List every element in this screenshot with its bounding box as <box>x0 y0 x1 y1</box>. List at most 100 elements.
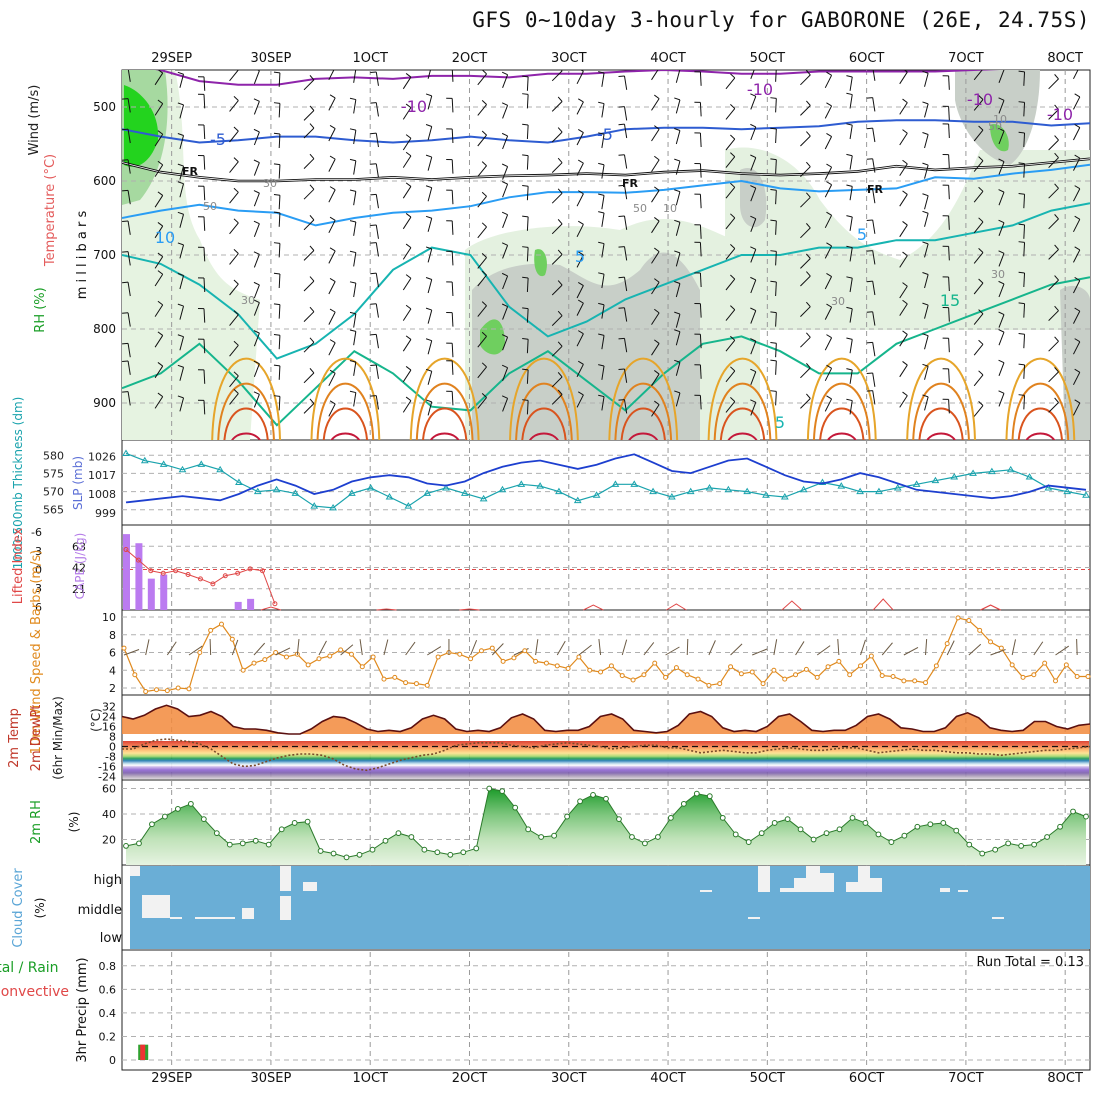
wind-barb <box>502 135 509 150</box>
wind-barb <box>402 107 412 120</box>
wind-barb <box>1073 280 1081 294</box>
wind-barb-10m <box>968 643 982 656</box>
warm-contour <box>409 357 480 440</box>
wind-barb-flag <box>522 75 529 78</box>
wind-barb <box>203 369 206 384</box>
wind-speed-marker <box>327 653 333 659</box>
wind-barb-flag <box>157 270 164 275</box>
wind-barb <box>623 185 628 200</box>
wind-barb <box>1073 127 1081 141</box>
isotherm-15 <box>122 276 1090 427</box>
wind-barb <box>699 132 702 148</box>
thickness-marker <box>140 456 149 464</box>
rh-marker <box>706 793 713 800</box>
wind-barb <box>623 246 628 261</box>
wind-speed-marker <box>511 655 517 661</box>
cloud-axis-label: Cloud Cover <box>11 868 26 948</box>
wind-barb <box>601 365 605 380</box>
wind-speed-marker <box>229 636 235 642</box>
cloud-gap <box>858 866 870 892</box>
wind-barb-flag <box>405 366 412 371</box>
wind-barb <box>229 70 239 82</box>
rh-marker <box>408 834 415 840</box>
wind-barb-flag <box>557 280 563 286</box>
wind-barb <box>1023 272 1026 288</box>
wind-barb-flag <box>866 97 873 99</box>
wind-barb-flag <box>501 395 508 399</box>
wind-barb-flag <box>557 96 563 102</box>
wind-barb-flag <box>557 188 563 194</box>
cape-bar <box>123 534 130 610</box>
wind-barb-10m <box>427 646 442 656</box>
wind-barb-flag <box>1054 336 1059 342</box>
warm-contour <box>211 357 281 440</box>
wind-barb-flag <box>481 331 487 337</box>
wind-barb-flag <box>370 303 377 305</box>
wind-barb-10m <box>598 639 602 656</box>
date-label-bottom: 3OCT <box>551 1071 587 1086</box>
wind-barb-flag <box>654 125 660 130</box>
thickness-marker <box>159 460 168 467</box>
date-label-top: 7OCT <box>948 51 984 66</box>
thickness-marker <box>818 478 827 485</box>
wind-barb <box>551 131 563 143</box>
wind-barb-flag <box>580 70 584 72</box>
date-label-top: 4OCT <box>650 51 686 66</box>
wind-barb-flag <box>598 71 605 74</box>
rh-marker <box>512 804 519 811</box>
wind-barb-flag <box>846 215 853 218</box>
wind-speed-marker <box>143 689 149 695</box>
wind-barb <box>675 283 681 298</box>
wind-barb-flag <box>978 309 984 315</box>
wind-barb-10m <box>708 640 716 656</box>
rh-marker <box>447 851 454 858</box>
thickness-marker <box>1025 473 1034 480</box>
thickness-marker <box>799 485 808 493</box>
wind-barb <box>278 335 281 350</box>
wind-speed-marker <box>1053 678 1059 684</box>
warm-contour <box>322 407 368 440</box>
wind-barb <box>427 156 433 171</box>
wind-barb-flag <box>425 93 432 97</box>
wind-barb <box>154 365 164 379</box>
wind-barb-flag <box>654 247 660 253</box>
wind-barb-flag <box>598 101 605 105</box>
wind-barb-flag <box>826 71 832 76</box>
wind-barb-flag <box>826 181 832 186</box>
wind-barb <box>229 375 239 388</box>
wind-barb-flag <box>654 339 660 344</box>
wind-speed-marker <box>1085 673 1091 679</box>
wind-barb-flag <box>978 370 984 376</box>
wind-barb <box>872 342 876 357</box>
wind-speed-marker <box>998 645 1004 651</box>
rh-tick: 20 <box>102 834 116 847</box>
wind-barb <box>127 251 131 266</box>
wind-barb <box>849 76 853 91</box>
wind-barb <box>402 369 412 383</box>
temp-contour-label: 5 <box>857 225 867 244</box>
rh-marker <box>382 837 389 844</box>
wind-barb-flag <box>122 281 129 284</box>
wind-barb <box>699 242 702 257</box>
wind-barb <box>551 394 563 405</box>
wind-barb <box>179 275 185 290</box>
wind-barb-flag <box>481 161 487 167</box>
wind-speed-marker <box>814 674 820 680</box>
wind-barb-flag <box>329 369 336 374</box>
wind-barb <box>402 155 412 168</box>
wind-barb <box>948 185 950 200</box>
cloud-gap <box>242 908 254 919</box>
axes: 29SEP 29SEP 30SEP 30SEP 1OCT 1OCT 2OCT 2OCT 3OCT… <box>0 51 1084 1086</box>
wind-barb-flag <box>425 338 432 342</box>
wind-barb <box>477 274 487 287</box>
wind-barb <box>451 343 454 358</box>
wind-barb <box>253 101 260 115</box>
wind-barb <box>775 220 777 235</box>
rh-marker <box>667 814 674 821</box>
wind-barb-flag <box>273 303 280 306</box>
rh-marker <box>136 840 142 847</box>
wind-barb-flag <box>730 305 736 311</box>
wind-barb <box>229 393 239 405</box>
wind-barb <box>402 339 412 352</box>
cape-tick: 42 <box>72 562 86 575</box>
